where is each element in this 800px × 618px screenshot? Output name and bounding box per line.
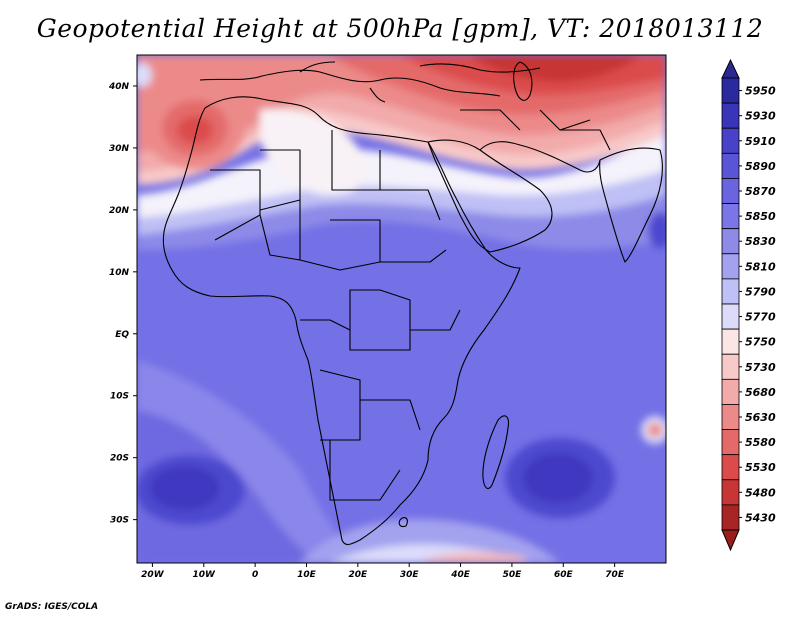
colorbar-swatch [721,278,740,305]
lon-tick-label: 20E [349,570,369,580]
lat-tick-label: 30N [109,144,130,154]
colorbar-label: 5910 [745,135,776,148]
colorbar-label: 5430 [745,511,776,524]
colorbar-label: 5630 [745,411,776,424]
colorbar-swatch [721,303,740,330]
lat-axis: 40N 30N 20N 10N EQ 10S 20S 30S [108,82,137,526]
colorbar-swatch [721,178,740,204]
colorbar: 5950 5930 5910 5890 5870 5850 5830 5810 5790 5770… [721,58,776,552]
lat-tick-label: 40N [108,82,130,92]
lon-tick-label: 10W [193,570,217,580]
lat-tick-label: EQ [115,330,129,340]
colorbar-swatch [721,479,740,506]
colorbar-swatch [721,429,740,456]
lon-tick-label: 40E [450,570,471,580]
colorbar-label: 5850 [745,210,776,223]
lat-tick-label: 20S [110,454,129,464]
lon-axis: 20W 10W 0 10E 20E 30E 40E 50E 60E 70E [141,563,625,580]
colorbar-label: 5580 [745,436,776,449]
height-field [137,55,666,563]
colorbar-label: 5790 [745,285,776,298]
colorbar-swatch [721,152,740,179]
coastlines [162,61,663,546]
colorbar-label: 5750 [745,336,776,349]
colorbar-label: 5810 [745,260,776,273]
colorbar-label: 5870 [745,185,776,198]
lon-tick-label: 0 [252,570,258,580]
chart-title: Geopotential Height at 500hPa [gpm], VT:… [36,14,764,43]
colorbar-swatch [721,203,740,230]
lon-tick-label: 20W [141,570,165,580]
colorbar-label: 5890 [745,160,776,173]
lat-tick-label: 10S [110,392,129,402]
colorbar-swatch [721,328,740,355]
colorbar-label: 5730 [745,361,776,374]
colorbar-label: 5480 [745,486,776,499]
colorbar-label: 5950 [745,85,776,98]
lon-tick-label: 60E [554,570,574,580]
colorbar-swatch [721,127,740,154]
colorbar-swatch [721,102,740,129]
lon-tick-label: 70E [605,570,625,580]
colorbar-label: 5680 [745,386,776,399]
colorbar-label: 5930 [745,110,776,123]
colorbar-top-arrow [721,58,740,79]
lat-tick-label: 30S [110,516,129,526]
colorbar-swatch [721,404,740,430]
colorbar-label: 5530 [745,461,776,474]
colorbar-swatch [721,504,740,531]
colorbar-swatch [721,378,740,405]
lon-tick-label: 30E [400,570,420,580]
plot-frame [136,54,667,564]
lon-tick-label: 10E [297,570,317,580]
colorbar-swatch [721,228,740,255]
lat-tick-label: 10N [109,268,130,278]
colorbar-label: 5830 [745,235,776,248]
colorbar-swatch [721,253,740,280]
lon-tick-label: 50E [503,570,523,580]
colorbar-swatch [721,77,740,104]
lat-tick-label: 20N [109,206,130,216]
credit-text: GrADS: IGES/COLA [5,602,99,612]
colorbar-swatch [721,454,740,481]
colorbar-bottom-arrow [721,529,740,552]
colorbar-label: 5770 [745,311,776,324]
colorbar-swatch [721,353,740,380]
